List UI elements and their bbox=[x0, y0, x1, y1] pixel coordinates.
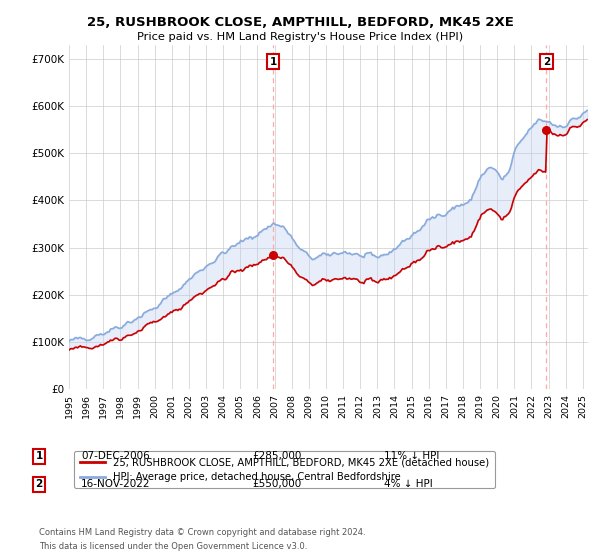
Text: 2: 2 bbox=[35, 479, 43, 489]
Text: £285,000: £285,000 bbox=[252, 451, 301, 461]
Text: 2: 2 bbox=[543, 57, 550, 67]
Text: 1: 1 bbox=[35, 451, 43, 461]
Text: £550,000: £550,000 bbox=[252, 479, 301, 489]
Text: 11% ↓ HPI: 11% ↓ HPI bbox=[384, 451, 439, 461]
Text: This data is licensed under the Open Government Licence v3.0.: This data is licensed under the Open Gov… bbox=[39, 542, 307, 551]
Text: 4% ↓ HPI: 4% ↓ HPI bbox=[384, 479, 433, 489]
Text: 1: 1 bbox=[269, 57, 277, 67]
Text: 16-NOV-2022: 16-NOV-2022 bbox=[81, 479, 151, 489]
Text: Price paid vs. HM Land Registry's House Price Index (HPI): Price paid vs. HM Land Registry's House … bbox=[137, 32, 463, 43]
Legend: 25, RUSHBROOK CLOSE, AMPTHILL, BEDFORD, MK45 2XE (detached house), HPI: Average : 25, RUSHBROOK CLOSE, AMPTHILL, BEDFORD, … bbox=[74, 451, 495, 488]
Text: 07-DEC-2006: 07-DEC-2006 bbox=[81, 451, 150, 461]
Text: 25, RUSHBROOK CLOSE, AMPTHILL, BEDFORD, MK45 2XE: 25, RUSHBROOK CLOSE, AMPTHILL, BEDFORD, … bbox=[86, 16, 514, 29]
Text: Contains HM Land Registry data © Crown copyright and database right 2024.: Contains HM Land Registry data © Crown c… bbox=[39, 528, 365, 536]
